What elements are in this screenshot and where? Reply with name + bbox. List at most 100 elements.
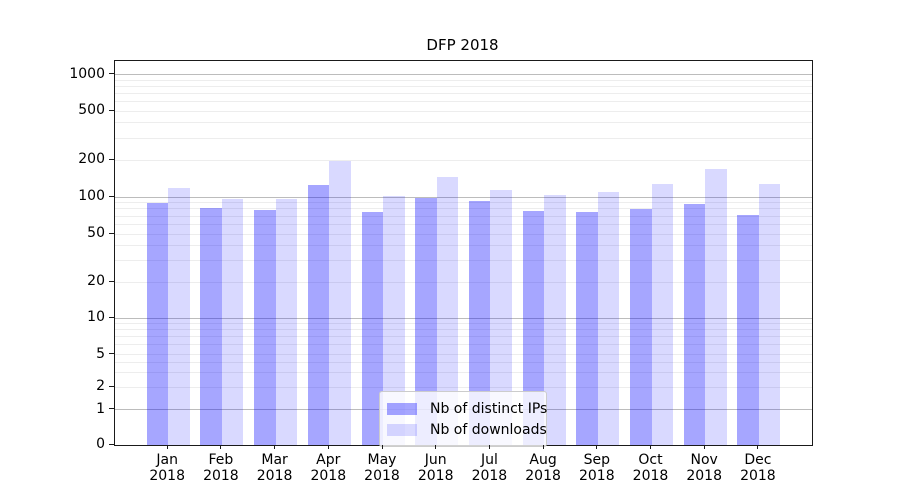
legend-entry-downloads: Nb of downloads — [387, 419, 547, 440]
y-tick-label-100: 100 — [78, 188, 105, 204]
minor-gridline-300 — [115, 137, 812, 139]
x-tick-label-aug: Aug 2018 — [525, 452, 561, 484]
minor-gridline-40 — [115, 245, 812, 247]
bar-aug-downloads — [544, 194, 566, 445]
x-tick-mark-dec — [757, 445, 759, 449]
minor-gridline-400 — [115, 122, 812, 124]
minor-gridline-90 — [115, 202, 812, 204]
bar-sep-downloads — [597, 191, 620, 445]
minor-gridline-30 — [115, 260, 812, 262]
bar-jun-downloads — [436, 177, 459, 445]
y-tick-mark-200 — [109, 158, 114, 160]
legend-entry-distinct-ips: Nb of distinct IPs — [387, 398, 547, 419]
bar-aug-distinct-ips — [522, 210, 545, 445]
y-tick-label-50: 50 — [87, 225, 105, 241]
x-tick-mark-apr — [327, 445, 329, 449]
bar-may-distinct-ips — [361, 211, 383, 445]
bar-oct-downloads — [651, 183, 673, 445]
minor-gridline-900 — [115, 79, 812, 81]
bar-mar-distinct-ips — [254, 209, 276, 445]
y-tick-mark-50 — [109, 232, 114, 234]
major-gridline-100 — [115, 196, 812, 198]
bar-apr-distinct-ips — [307, 184, 330, 445]
y-tick-label-500: 500 — [78, 102, 105, 118]
minor-gridline-9 — [115, 323, 812, 325]
bar-nov-distinct-ips — [683, 203, 706, 445]
bar-jan-downloads — [168, 188, 190, 445]
x-tick-mark-jun — [435, 445, 437, 449]
bar-sep-distinct-ips — [576, 212, 598, 445]
bar-dec-distinct-ips — [737, 215, 759, 445]
minor-gridline-60 — [115, 223, 812, 225]
y-tick-label-20: 20 — [87, 273, 105, 289]
minor-gridline-5 — [115, 354, 812, 355]
x-tick-label-may: May 2018 — [364, 452, 400, 484]
minor-gridline-7 — [115, 336, 812, 338]
bar-jun-distinct-ips — [415, 198, 437, 445]
minor-gridline-200 — [115, 159, 812, 161]
x-tick-mark-jan — [166, 445, 168, 449]
major-gridline-1000 — [115, 74, 812, 75]
legend: Nb of distinct IPs Nb of downloads — [379, 391, 547, 447]
minor-gridline-70 — [115, 215, 812, 217]
y-tick-label-5: 5 — [96, 345, 105, 362]
bar-jan-distinct-ips — [146, 202, 169, 445]
x-tick-mark-feb — [220, 445, 222, 449]
y-tick-mark-20 — [109, 280, 114, 282]
y-tick-label-2: 2 — [96, 378, 105, 394]
x-tick-mark-oct — [650, 445, 651, 449]
y-tick-mark-2 — [109, 385, 114, 387]
x-tick-label-sep: Sep 2018 — [578, 452, 615, 484]
minor-gridline-500 — [115, 110, 812, 112]
minor-gridline-700 — [115, 92, 812, 94]
minor-gridline-80 — [115, 208, 812, 210]
y-tick-mark-5 — [109, 353, 114, 354]
y-tick-mark-10 — [109, 316, 114, 318]
bar-feb-downloads — [221, 199, 244, 445]
bar-mar-downloads — [275, 198, 298, 445]
legend-swatch-distinct-ips — [387, 402, 417, 415]
x-tick-label-dec: Dec 2018 — [740, 452, 776, 484]
minor-gridline-2 — [115, 386, 812, 388]
y-tick-label-0: 0 — [96, 436, 105, 452]
y-tick-mark-0 — [109, 443, 114, 445]
y-tick-label-1000: 1000 — [69, 65, 105, 82]
legend-swatch-downloads — [387, 423, 417, 436]
y-tick-label-10: 10 — [87, 309, 105, 325]
major-gridline-10 — [115, 317, 812, 319]
bar-may-downloads — [383, 196, 405, 445]
y-tick-mark-1 — [109, 408, 114, 409]
x-tick-label-apr: Apr 2018 — [310, 452, 347, 484]
minor-gridline-600 — [115, 100, 812, 102]
chart-title: DFP 2018 — [426, 36, 499, 54]
x-tick-label-feb: Feb 2018 — [203, 452, 239, 484]
x-tick-mark-sep — [596, 445, 598, 449]
x-tick-label-jul: Jul 2018 — [471, 452, 508, 484]
minor-gridline-20 — [115, 281, 812, 283]
minor-gridline-8 — [115, 329, 812, 331]
x-tick-mark-nov — [703, 445, 705, 449]
bar-apr-downloads — [329, 161, 351, 445]
bar-jul-distinct-ips — [468, 200, 491, 445]
x-tick-mark-mar — [274, 445, 276, 449]
x-tick-label-nov: Nov 2018 — [686, 452, 722, 484]
y-tick-mark-500 — [109, 109, 114, 111]
y-tick-label-200: 200 — [78, 151, 105, 167]
legend-label-downloads: Nb of downloads — [430, 421, 547, 438]
bar-dec-downloads — [758, 184, 781, 445]
plot-area: Nb of distinct IPs Nb of downloads — [114, 60, 813, 447]
bar-nov-downloads — [705, 168, 727, 445]
x-tick-label-mar: Mar 2018 — [256, 452, 293, 484]
y-tick-mark-1000 — [109, 73, 114, 74]
x-tick-label-oct: Oct 2018 — [632, 452, 669, 484]
minor-gridline-50 — [115, 233, 812, 235]
minor-gridline-6 — [115, 344, 812, 346]
x-tick-label-jan: Jan 2018 — [149, 452, 185, 484]
minor-gridline-800 — [115, 85, 812, 87]
x-tick-mark-jul — [488, 445, 490, 449]
minor-gridline-3 — [115, 372, 812, 374]
y-tick-mark-100 — [109, 195, 114, 197]
x-tick-mark-may — [381, 445, 383, 449]
minor-gridline-4 — [115, 361, 812, 363]
